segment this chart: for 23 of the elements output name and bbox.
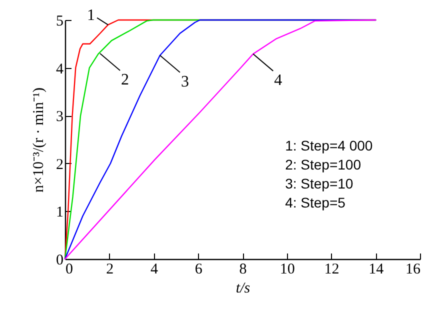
x-axis-title: t/s [236, 280, 250, 296]
x-tick-label: 6 [194, 262, 203, 278]
x-tick-label: 8 [239, 262, 247, 278]
x-tick-label: 4 [150, 262, 158, 278]
y-tick-label: 5 [56, 14, 64, 30]
annotation: 3 [180, 73, 189, 90]
y-tick-label: 1 [56, 204, 64, 221]
annotation: 2: Step=100 [285, 156, 362, 173]
annotation: 3: Step=10 [285, 176, 354, 192]
annotation: 1 [87, 6, 96, 24]
annotation: 4: Step=5 [285, 194, 346, 211]
x-tick-label: 12 [324, 262, 340, 278]
annotation: 1: Step=4 000 [285, 138, 373, 154]
y-axis-title: n×10⁻³/(r · min⁻¹) [31, 88, 47, 192]
y-tick-label: 2 [56, 156, 64, 173]
x-tick-label: 16 [406, 262, 421, 278]
annotation: 4 [274, 72, 282, 89]
x-tick-label: 10 [280, 262, 295, 278]
x-tick-label: 14 [368, 262, 384, 278]
x-tick-label: 2 [106, 262, 114, 278]
y-tick-label: 4 [56, 61, 64, 78]
y-tick-label: 3 [56, 109, 64, 126]
annotation: 2 [121, 71, 130, 88]
